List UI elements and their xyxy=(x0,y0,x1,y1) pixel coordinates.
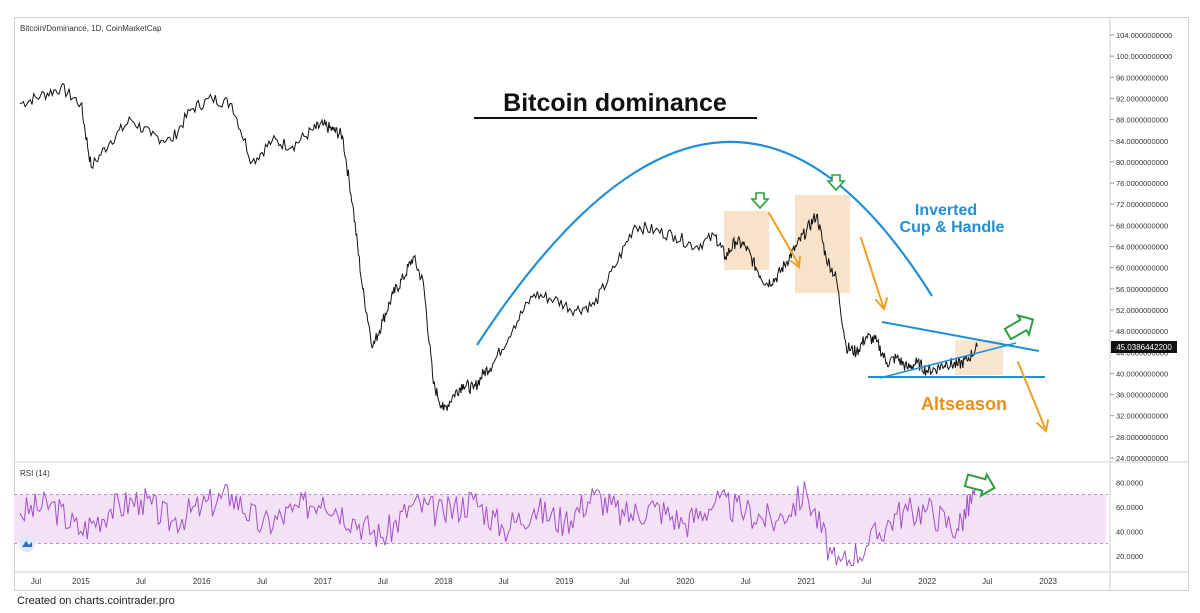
time-tick-label: Jul xyxy=(740,577,750,586)
pattern-label-line2: Cup & Handle xyxy=(900,219,1005,236)
price-tick-label: 84.0000000000 xyxy=(1116,137,1168,146)
handle-upper-trendline xyxy=(881,321,1040,352)
down-arrows xyxy=(768,212,1049,433)
time-axis: Jul 2015 Jul 2016 Jul 2017 Jul 2018 Jul 2019 Jul 20… xyxy=(31,577,1058,586)
time-tick-label: 2019 xyxy=(556,577,574,586)
last-value-tag xyxy=(1111,341,1177,353)
rsi-axis: 80.0000 60.0000 40.0000 20.0000 xyxy=(1116,478,1143,561)
price-tick-label: 48.0000000000 xyxy=(1116,327,1168,336)
price-tick-label: 52.0000000000 xyxy=(1116,306,1168,315)
time-tick-label: 2016 xyxy=(193,577,211,586)
time-tick-label: Jul xyxy=(498,577,508,586)
time-tick-label: 2015 xyxy=(72,577,90,586)
price-line xyxy=(19,82,978,411)
peak-marker-2-icon xyxy=(826,174,846,192)
price-tick-label: 104.0000000000 xyxy=(1116,31,1172,40)
rsi-band xyxy=(14,494,1106,544)
price-tick-label: 24.0000000000 xyxy=(1116,454,1168,463)
time-tick-label: 2018 xyxy=(435,577,453,586)
rsi-tick-label: 40.0000 xyxy=(1116,527,1143,536)
chart-title: Bitcoin dominance xyxy=(503,89,727,117)
price-axis: 104.0000000000 100.0000000000 96.000000000… xyxy=(1110,31,1172,463)
time-tick-label: 2021 xyxy=(798,577,816,586)
price-tick-label: 88.0000000000 xyxy=(1116,116,1168,125)
highlight-box-1 xyxy=(724,211,769,270)
highlight-box-2 xyxy=(795,195,850,293)
price-tick-label: 56.0000000000 xyxy=(1116,285,1168,294)
rsi-tick-label: 60.0000 xyxy=(1116,503,1143,512)
price-tick-label: 28.0000000000 xyxy=(1116,433,1168,442)
price-tick-label: 32.0000000000 xyxy=(1116,412,1168,421)
price-tick-label: 72.0000000000 xyxy=(1116,200,1168,209)
time-tick-label: Jul xyxy=(378,577,388,586)
rsi-label: RSI (14) xyxy=(20,469,50,478)
time-tick-label: Jul xyxy=(619,577,629,586)
price-tick-label: 96.0000000000 xyxy=(1116,73,1168,82)
price-tick-label: 80.0000000000 xyxy=(1116,158,1168,167)
price-tick-label: 36.0000000000 xyxy=(1116,391,1168,400)
rsi-pane: 80.0000 60.0000 40.0000 20.0000 RSI (14) xyxy=(14,469,1143,568)
time-tick-label: 2020 xyxy=(676,577,694,586)
rsi-pointing-hand-icon xyxy=(963,471,996,498)
footer-credit: Created on charts.cointrader.pro xyxy=(17,595,175,607)
price-tick-label: 40.0000000000 xyxy=(1116,369,1168,378)
time-tick-label: Jul xyxy=(31,577,41,586)
handle-lower-trendline xyxy=(879,342,1017,379)
price-tick-label: 64.0000000000 xyxy=(1116,243,1168,252)
price-tick-label: 100.0000000000 xyxy=(1116,52,1172,61)
symbol-label: Bitcoin/Dominance, 1D, CoinMarketCap xyxy=(20,24,162,33)
price-tick-label: 92.0000000000 xyxy=(1116,94,1168,103)
time-tick-label: Jul xyxy=(136,577,146,586)
altseason-label: Altseason xyxy=(921,394,1007,414)
rsi-tick-label: 80.0000 xyxy=(1116,478,1143,487)
time-tick-label: Jul xyxy=(982,577,992,586)
time-tick-label: Jul xyxy=(861,577,871,586)
highlight-box-3 xyxy=(955,340,1003,375)
peak-marker-1-icon xyxy=(750,192,770,210)
time-tick-label: 2017 xyxy=(314,577,332,586)
price-tick-label: 76.0000000000 xyxy=(1116,179,1168,188)
inverted-cup-arc xyxy=(476,140,933,346)
last-value-text: 45.0386442200 xyxy=(1116,343,1172,352)
tradingview-logo-icon xyxy=(19,536,35,552)
price-tick-label: 68.0000000000 xyxy=(1116,221,1168,230)
pattern-label-line1: Inverted xyxy=(915,202,977,219)
pointing-hand-icon xyxy=(1003,313,1035,341)
time-tick-label: 2022 xyxy=(918,577,936,586)
rsi-tick-label: 20.0000 xyxy=(1116,552,1143,561)
time-tick-label: Jul xyxy=(257,577,267,586)
time-tick-label: 2023 xyxy=(1039,577,1057,586)
price-tick-label: 60.0000000000 xyxy=(1116,264,1168,273)
rsi-line xyxy=(19,480,978,568)
